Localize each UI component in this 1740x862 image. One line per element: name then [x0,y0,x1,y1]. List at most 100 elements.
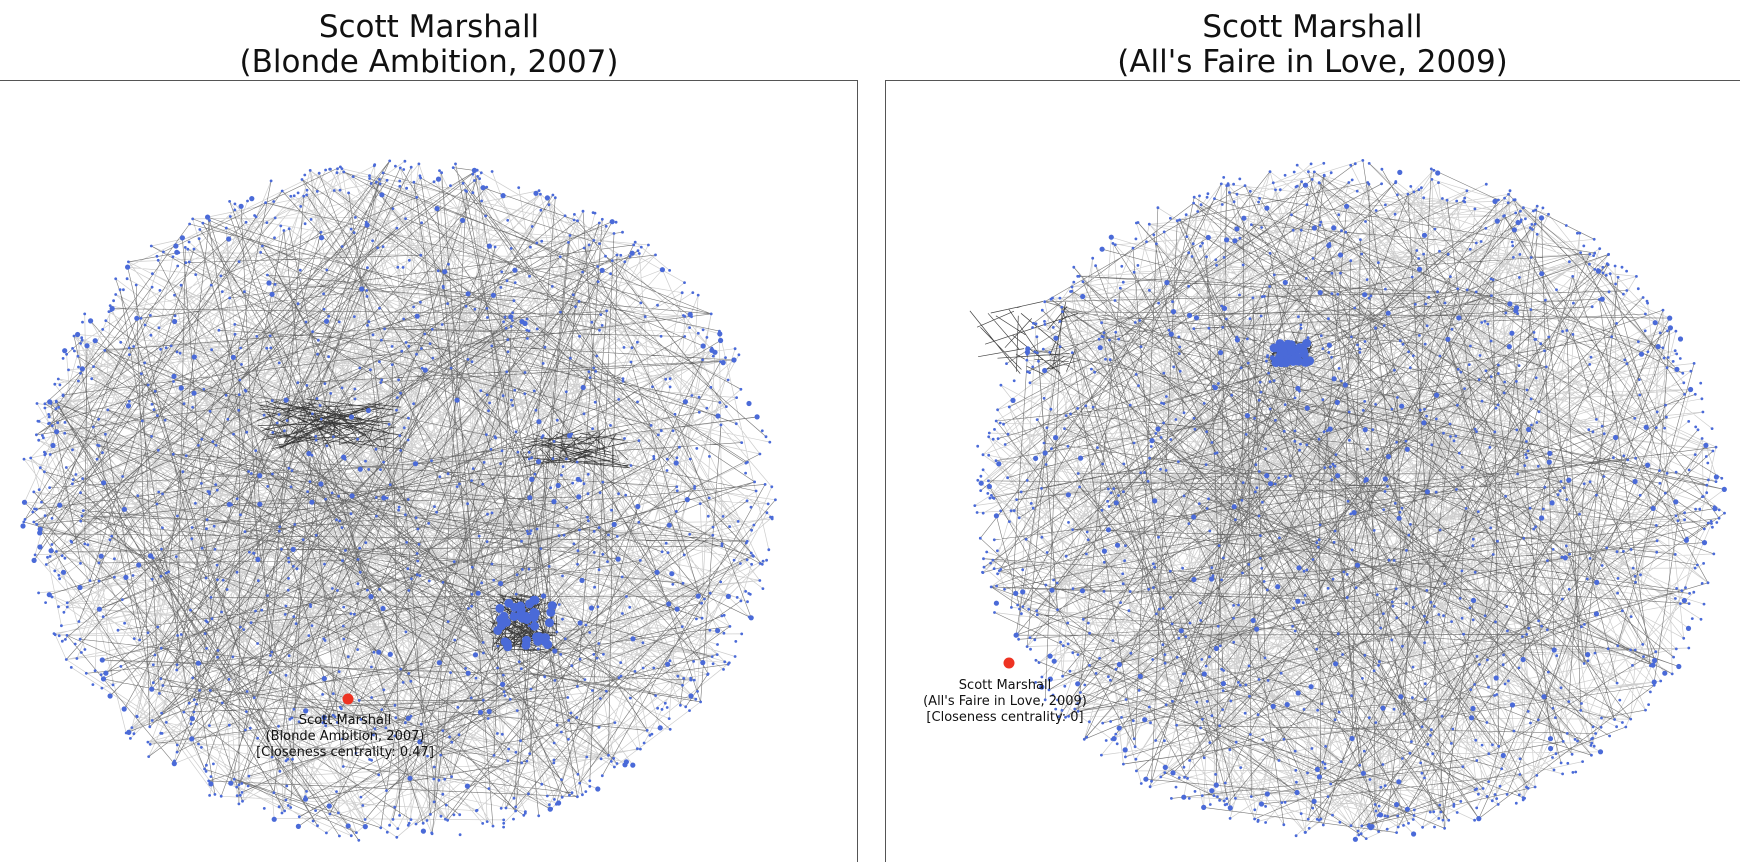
graph-node [266,280,272,286]
graph-node [354,216,357,219]
graph-node [598,328,601,332]
graph-node [1536,464,1540,468]
graph-node [1315,817,1319,821]
graph-node [427,579,431,583]
graph-node [1321,760,1325,764]
graph-node [1559,480,1563,483]
graph-node [1100,335,1104,338]
graph-node [996,437,1000,440]
graph-node [1218,350,1224,356]
graph-node [740,632,744,636]
graph-node [1593,611,1599,617]
graph-node [1123,559,1126,563]
graph-node [996,461,1002,467]
graph-node [1157,607,1161,611]
graph-node [176,264,180,268]
graph-node [1319,817,1323,821]
graph-node [256,579,260,582]
graph-node [1337,367,1341,370]
graph-node [1208,741,1212,744]
graph-node [490,344,494,348]
graph-node [1222,669,1225,672]
graph-node [1380,705,1386,711]
graph-node [1494,406,1498,410]
graph-node [228,215,232,218]
graph-node [523,392,527,396]
graph-node [33,507,36,511]
graph-node [337,320,341,324]
graph-node [31,557,37,563]
graph-node [1643,424,1649,430]
graph-node [577,300,581,303]
graph-node [506,338,510,342]
graph-node [302,194,306,198]
graph-node [629,464,633,467]
graph-node [506,350,510,354]
graph-node [1058,345,1062,349]
graph-node [615,535,619,538]
graph-node [570,432,574,436]
node-label-centrality: [Closeness centrality: 0] [926,710,1084,725]
graph-node [391,207,395,210]
graph-node [1454,434,1458,438]
graph-node [509,325,513,328]
graph-node [1361,159,1365,162]
graph-node [993,513,999,519]
graph-node [1319,220,1323,224]
graph-node [1421,825,1424,829]
graph-node [699,700,702,704]
graph-node [134,315,140,321]
graph-node [233,208,237,212]
graph-node [323,318,330,324]
graph-node [604,224,608,228]
graph-node [599,697,602,700]
graph-node [539,208,543,212]
graph-node [1473,427,1477,431]
graph-node [197,742,200,746]
graph-node [283,397,289,403]
graph-node [451,166,455,169]
graph-node [1031,506,1035,510]
cluster-node [532,632,541,642]
graph-node [1711,449,1715,453]
graph-node [1565,329,1569,332]
graph-node [352,231,356,235]
graph-node [84,671,88,675]
graph-node [383,327,386,331]
graph-node [1131,246,1135,250]
graph-node [1587,428,1591,432]
graph-node [91,425,95,429]
graph-node [217,328,221,332]
graph-node [127,353,131,356]
graph-node [688,457,692,461]
graph-node [500,732,504,736]
graph-node [1434,490,1438,494]
graph-node [1443,301,1447,305]
graph-node [1456,367,1460,371]
graph-node [1060,709,1064,712]
graph-node [1257,398,1261,402]
graph-node [592,239,596,242]
graph-node [1580,702,1583,705]
graph-node [1197,502,1201,505]
graph-node [106,408,110,412]
graph-node [175,668,179,672]
graph-node [1591,430,1595,434]
graph-node [33,553,37,557]
graph-node [1278,188,1282,192]
graph-node [597,568,601,572]
graph-node [173,293,176,297]
graph-node [1033,638,1037,642]
graph-node [470,360,474,364]
graph-node [1673,553,1677,556]
graph-node [348,414,355,420]
graph-node [1234,337,1240,343]
graph-node [484,214,487,218]
graph-node [62,348,68,354]
graph-node [78,637,82,641]
graph-node [325,268,329,272]
graph-node [501,673,505,677]
graph-node [1658,469,1661,472]
graph-node [380,378,384,382]
graph-node [380,708,384,711]
